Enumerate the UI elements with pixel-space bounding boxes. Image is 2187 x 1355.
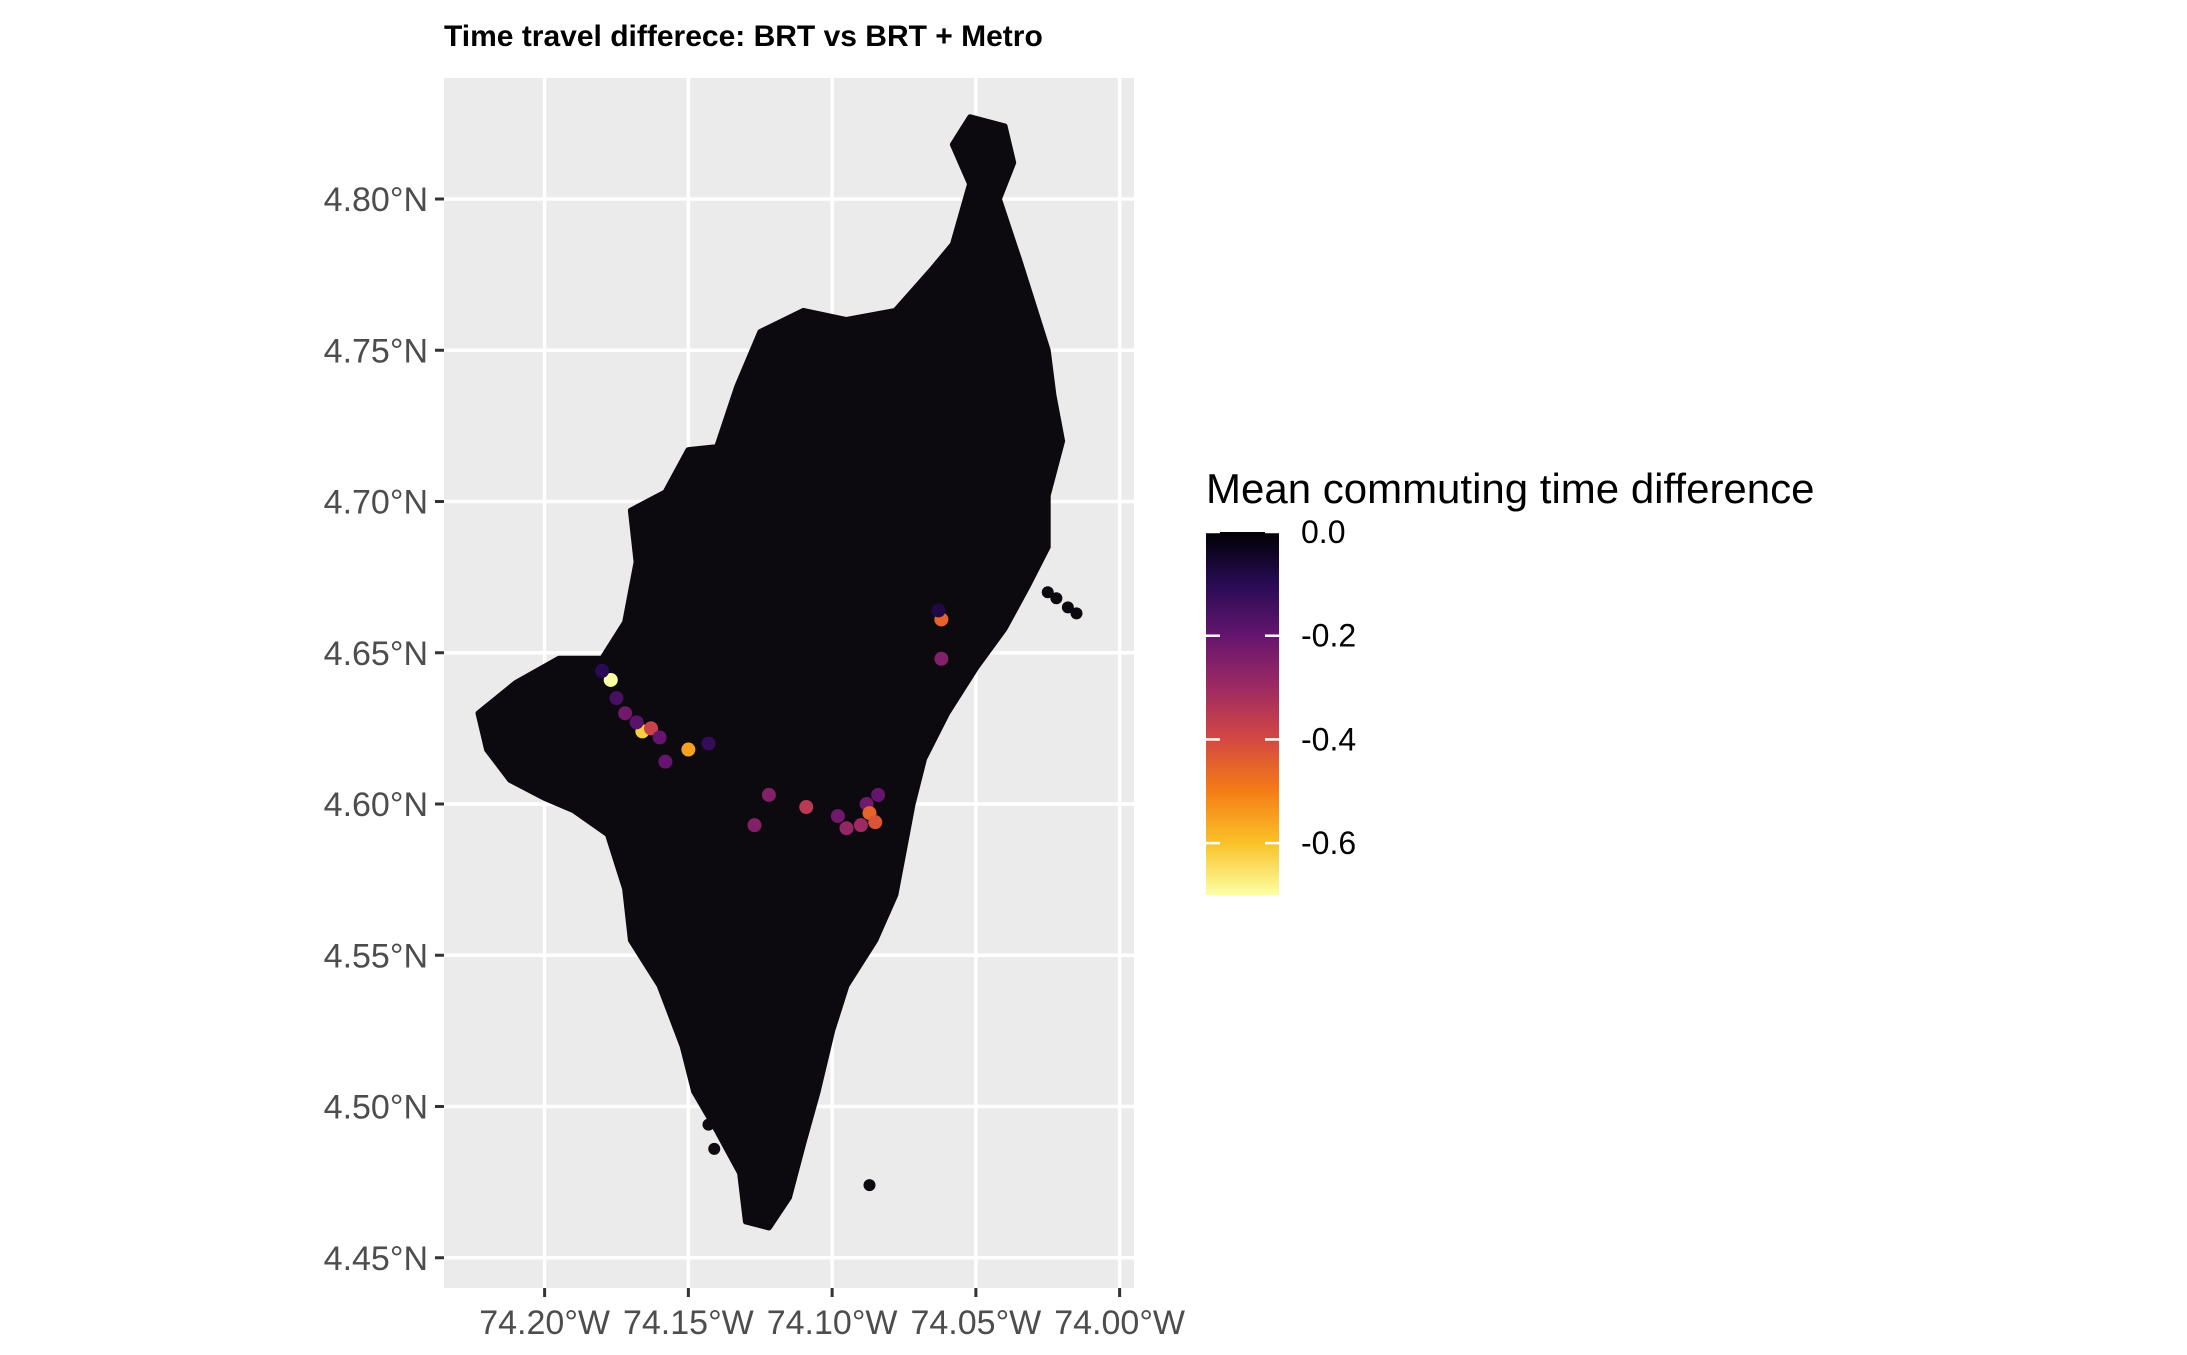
- y-tick-label-4: 4.65°N: [324, 635, 428, 673]
- outlier-cell-1: [1061, 601, 1074, 614]
- x-tick-label-1: 74.15°W: [623, 1304, 754, 1342]
- outlier-cell-8: [708, 1142, 721, 1155]
- x-tick-label-3: 74.05°W: [910, 1304, 1041, 1342]
- y-tick-label-1: 4.50°N: [324, 1089, 428, 1127]
- city-region: [475, 114, 1066, 1231]
- highlight-cell-4: [618, 706, 633, 721]
- highlight-cell-7: [658, 754, 673, 769]
- outlier-cell-5: [990, 156, 1002, 169]
- chart-title: Time travel differece: BRT vs BRT + Metr…: [444, 20, 1043, 53]
- highlight-cell-2: [681, 742, 696, 757]
- legend-label-1: -0.2: [1301, 618, 1356, 654]
- outlier-cell-3: [1041, 586, 1054, 599]
- legend-ticks: 0.0 -0.2 -0.4 -0.6: [1206, 514, 1356, 861]
- outlier-cell-4: [981, 126, 994, 139]
- y-tick-label-0: 4.45°N: [324, 1240, 428, 1278]
- outlier-cells: [702, 126, 1083, 1192]
- x-axis: 74.20°W 74.15°W 74.10°W 74.05°W 74.00°W: [479, 1288, 1185, 1342]
- highlight-cell-15: [839, 821, 854, 836]
- y-axis: 4.45°N 4.50°N 4.55°N 4.60°N 4.65°N 4.70°N 4.75…: [324, 181, 444, 1278]
- x-tick-label-4: 74.00°W: [1054, 1304, 1185, 1342]
- highlight-cell-8: [609, 691, 624, 706]
- highlight-cell-14: [830, 809, 845, 824]
- highlight-cell-6: [652, 730, 667, 745]
- legend-label-2: -0.4: [1301, 721, 1356, 757]
- highlight-cell-10: [701, 736, 716, 751]
- highlight-cell-12: [799, 800, 814, 815]
- highlight-cell-3: [644, 721, 658, 736]
- y-tick-label-2: 4.55°N: [324, 937, 428, 975]
- outlier-cell-2: [1070, 607, 1083, 620]
- highlight-cell-11: [761, 787, 776, 802]
- highlight-cell-13: [747, 818, 762, 833]
- highlight-cell-19: [868, 815, 883, 830]
- highlight-cell-5: [629, 715, 644, 730]
- legend-label-0: 0.0: [1301, 514, 1345, 550]
- outlier-cell-7: [702, 1118, 715, 1131]
- legend-title: Mean commuting time difference: [1206, 465, 1815, 512]
- legend-colorbar: [1206, 532, 1279, 895]
- highlight-cell-0: [603, 672, 618, 687]
- outlier-cell-6: [863, 1179, 876, 1192]
- highlight-cells: [595, 603, 949, 836]
- x-tick-label-0: 74.20°W: [479, 1304, 610, 1342]
- highlight-cell-20: [853, 818, 868, 833]
- outlier-cell-0: [1050, 592, 1063, 605]
- highlight-cell-22: [934, 651, 949, 666]
- y-tick-label-6: 4.75°N: [324, 332, 428, 370]
- y-tick-label-5: 4.70°N: [324, 484, 428, 522]
- y-tick-label-3: 4.60°N: [324, 786, 428, 824]
- highlight-cell-9: [595, 663, 610, 678]
- legend-label-3: -0.6: [1301, 825, 1356, 861]
- legend: Mean commuting time difference 0.0 -0.2 -0…: [1206, 465, 1815, 895]
- highlight-cell-23: [931, 603, 946, 618]
- highlight-cell-17: [871, 787, 886, 802]
- y-tick-label-7: 4.80°N: [324, 181, 428, 219]
- x-tick-label-2: 74.10°W: [767, 1304, 898, 1342]
